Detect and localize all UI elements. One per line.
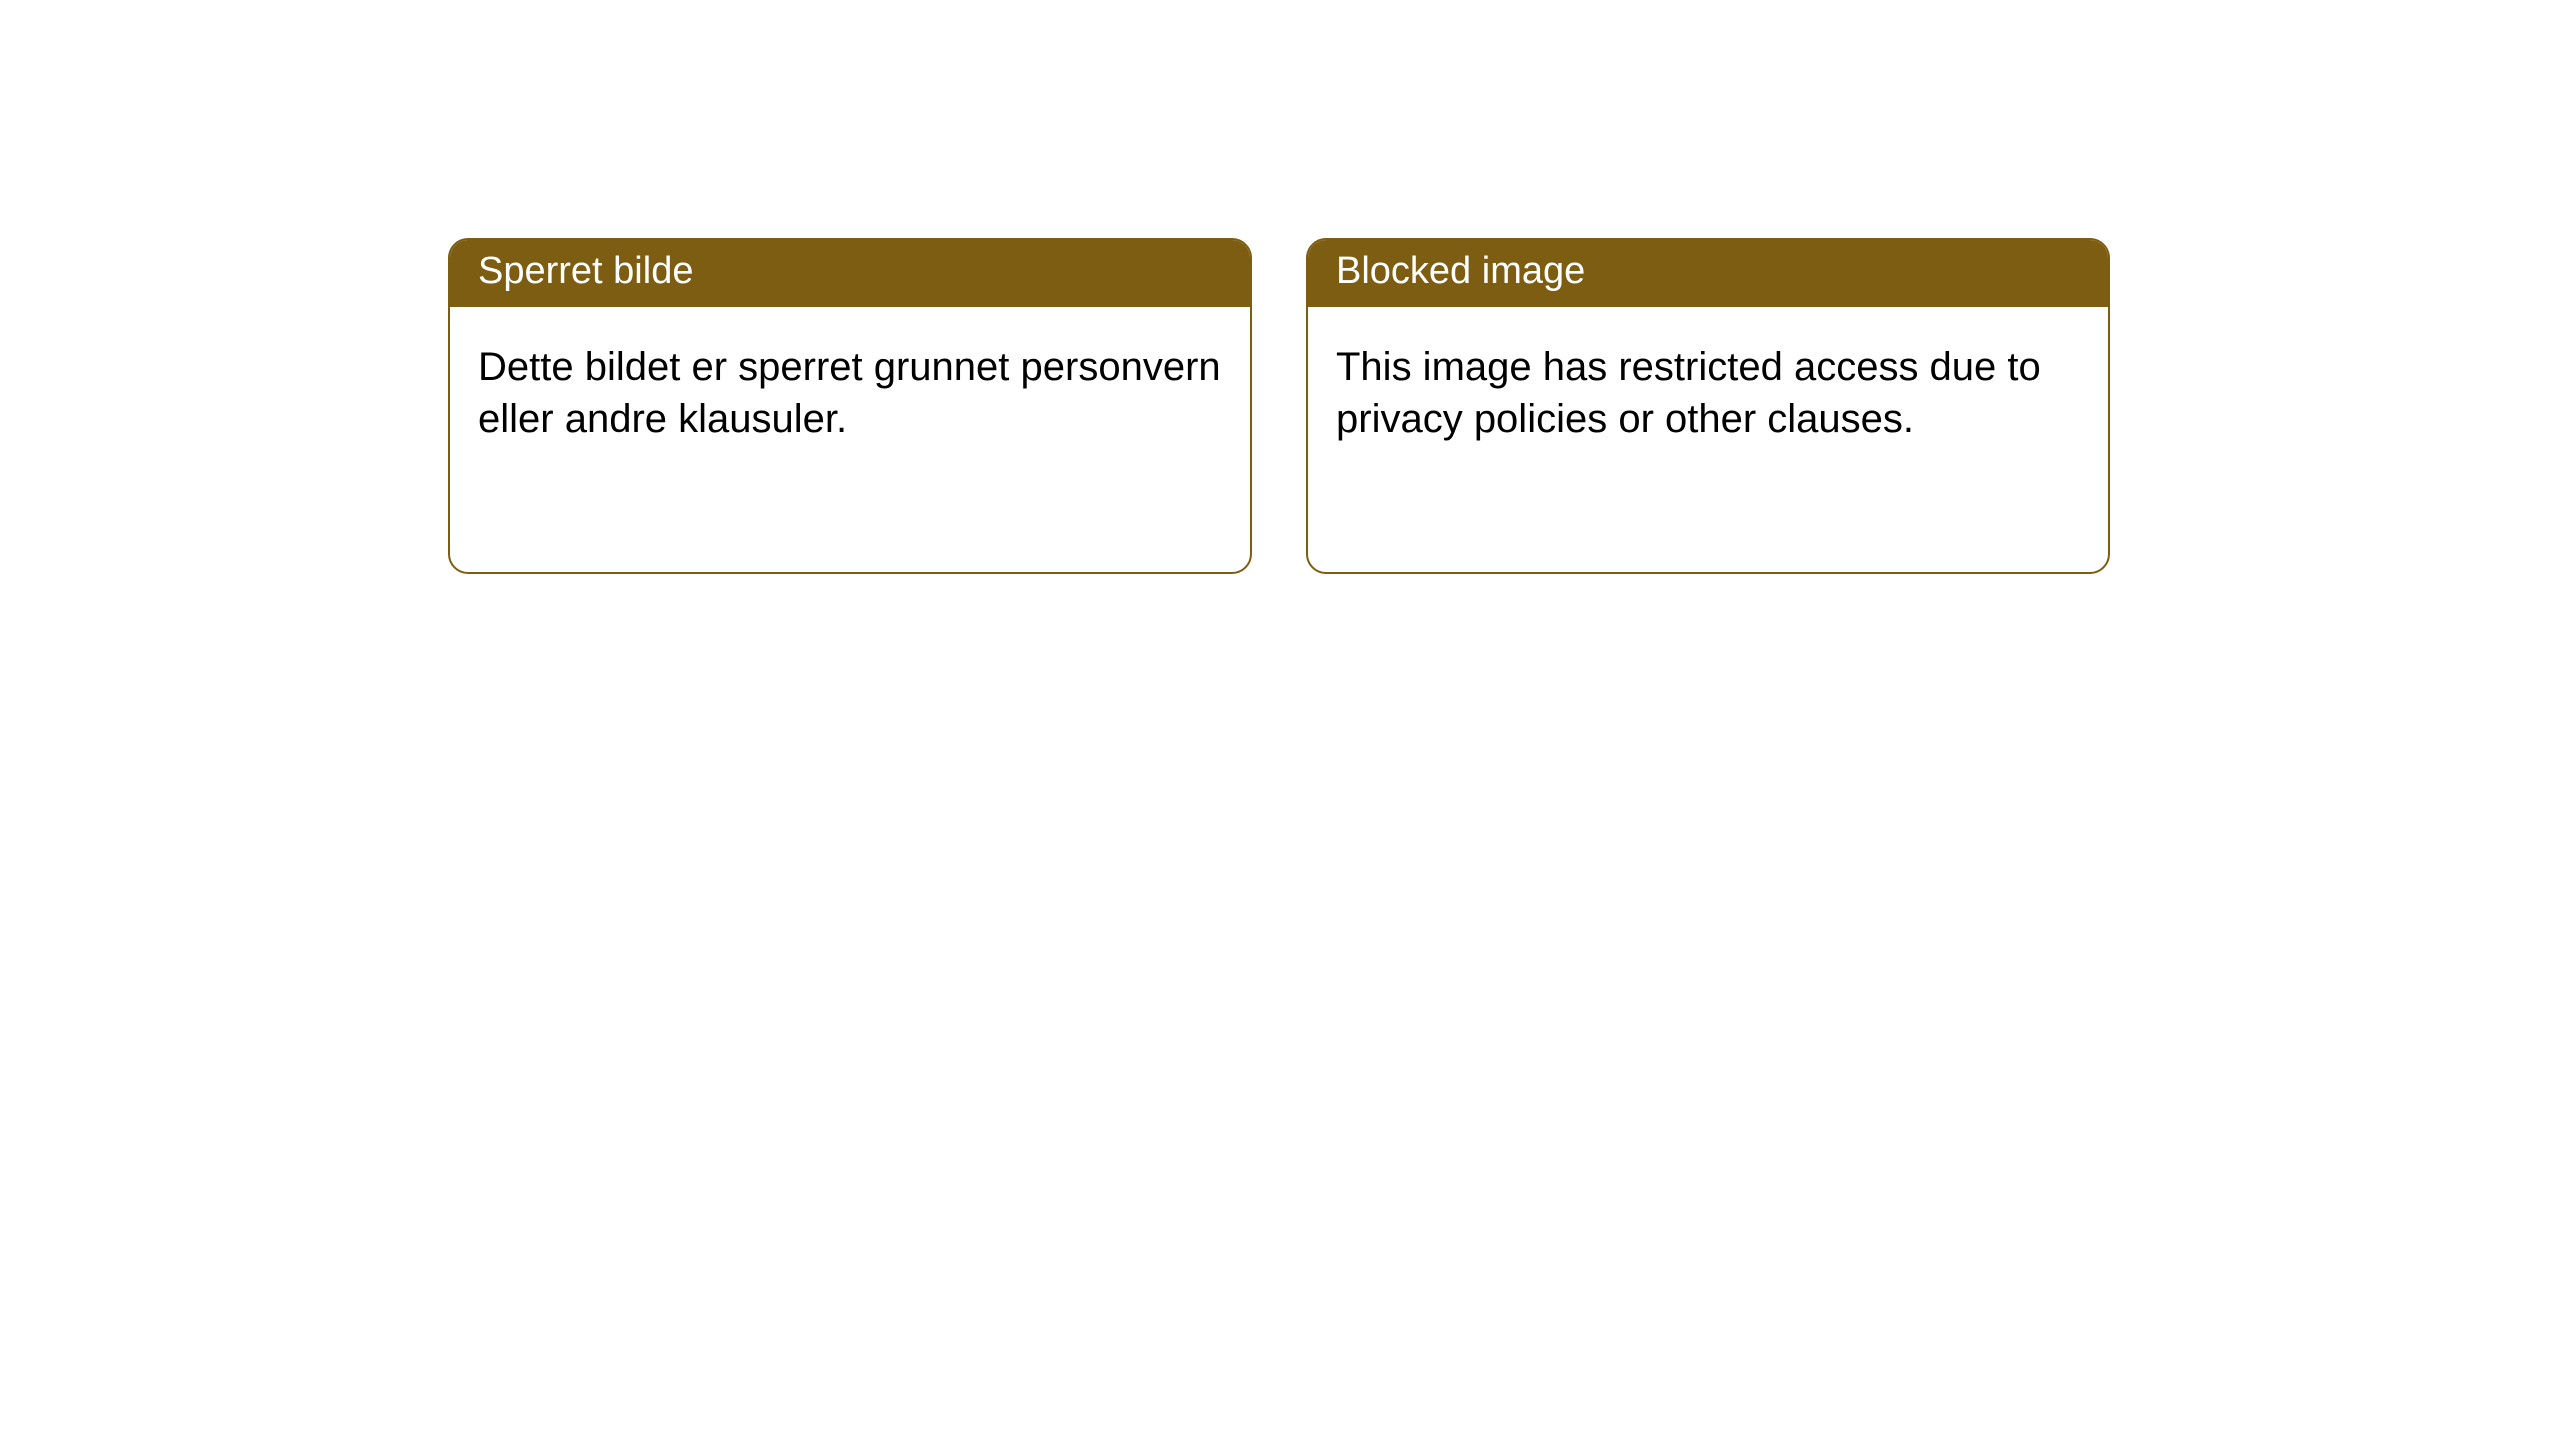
notice-card-title: Sperret bilde xyxy=(478,250,693,292)
notice-card-header: Blocked image xyxy=(1308,240,2108,307)
notice-card-norwegian: Sperret bilde Dette bildet er sperret gr… xyxy=(448,238,1252,574)
notice-card-body: This image has restricted access due to … xyxy=(1308,307,2108,479)
notice-card-body-text: Dette bildet er sperret grunnet personve… xyxy=(478,345,1221,441)
notice-card-english: Blocked image This image has restricted … xyxy=(1306,238,2110,574)
notice-card-header: Sperret bilde xyxy=(450,240,1250,307)
notice-card-title: Blocked image xyxy=(1336,250,1585,292)
notice-card-body-text: This image has restricted access due to … xyxy=(1336,345,2041,441)
notice-container: Sperret bilde Dette bildet er sperret gr… xyxy=(0,0,2560,574)
notice-card-body: Dette bildet er sperret grunnet personve… xyxy=(450,307,1250,479)
